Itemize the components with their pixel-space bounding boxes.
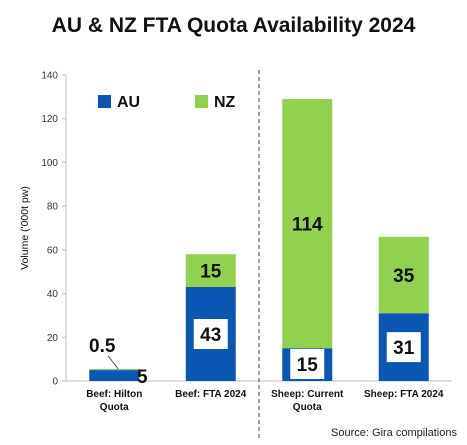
value-label: 114 (292, 215, 323, 236)
chart-title: AU & NZ FTA Quota Availability 2024 (51, 14, 416, 37)
y-tick-label: 120 (41, 114, 58, 125)
x-category-label: Sheep: FTA 2024 (364, 389, 444, 400)
bar-au (89, 370, 140, 381)
legend-swatch-au (98, 95, 111, 108)
y-tick-label: 20 (47, 333, 59, 344)
y-tick-label: 140 (41, 71, 58, 82)
x-category-label: Beef: Hilton Quota (86, 389, 142, 413)
x-category-label: Sheep: Current Quota (271, 389, 344, 413)
value-label-box (290, 349, 325, 379)
bars (89, 99, 429, 381)
value-labels: 5 0.5 43 15 15 114 31 35 (89, 215, 421, 388)
legend: AU NZ (98, 94, 236, 111)
y-axis-title: Volume ('000t pw) (19, 186, 31, 270)
value-label: 15 (297, 355, 319, 376)
axes: 0 20 40 60 80 100 120 140 Volume ('000t pw) Beef:… (19, 70, 452, 438)
value-label: 5 (137, 367, 148, 388)
bar-nz (89, 368, 140, 371)
bar-nz (185, 254, 236, 288)
y-tick-label: 100 (41, 158, 58, 169)
value-label-box (193, 319, 228, 350)
value-label: 15 (200, 262, 222, 283)
y-tick-label: 60 (47, 245, 59, 256)
y-tick-label: 40 (47, 289, 59, 300)
value-label-box (386, 332, 421, 363)
bar-nz (282, 99, 333, 349)
source-note: Source: Gira compilations (331, 427, 457, 439)
bar-nz (378, 236, 429, 314)
y-tick-label: 80 (47, 202, 59, 213)
legend-swatch-nz (195, 95, 208, 108)
value-label: 31 (393, 338, 415, 359)
label-leader-line (107, 355, 119, 370)
legend-label-nz: NZ (214, 94, 236, 111)
value-label: 35 (393, 266, 415, 287)
x-category-label: Beef: FTA 2024 (175, 389, 247, 400)
legend-label-au: AU (117, 94, 140, 111)
value-label: 43 (200, 325, 221, 346)
value-label: 0.5 (89, 336, 116, 357)
y-tick-label: 0 (52, 377, 58, 388)
